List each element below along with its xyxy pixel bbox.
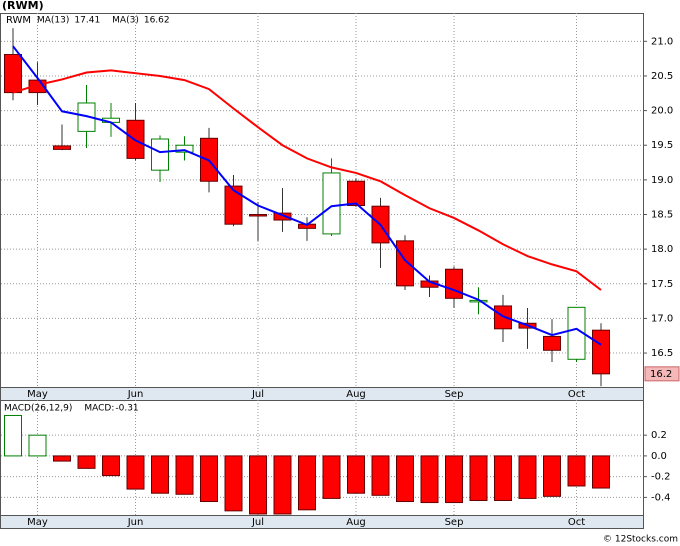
x-tick-label: May bbox=[27, 517, 48, 528]
candle-body bbox=[592, 329, 610, 375]
candle-body bbox=[347, 180, 365, 207]
legend-value: 16.62 bbox=[144, 16, 170, 26]
ma-line bbox=[12, 45, 602, 346]
candle-body bbox=[322, 172, 341, 235]
macd-bar bbox=[126, 455, 145, 490]
macd-bar bbox=[543, 455, 561, 497]
macd-bar bbox=[28, 434, 47, 457]
x-tick-label: May bbox=[27, 389, 48, 400]
price-panel bbox=[0, 13, 644, 388]
y-tick-label: 17.0 bbox=[651, 313, 673, 324]
candle-body bbox=[445, 268, 463, 299]
y-tick-label: 20.0 bbox=[651, 106, 673, 117]
y-tick-label: 18.5 bbox=[651, 210, 673, 221]
macd-bar bbox=[371, 455, 390, 496]
price-month-strip bbox=[0, 387, 644, 401]
x-tick-label: Jul bbox=[251, 517, 264, 528]
chart-title: (RWM) bbox=[2, 0, 44, 12]
macd-bar bbox=[53, 455, 71, 462]
watermark: © 12Stocks.com bbox=[603, 535, 678, 545]
macd-bar bbox=[200, 455, 218, 503]
macd-bar bbox=[4, 414, 22, 457]
macd-bar bbox=[102, 455, 120, 477]
y-tick-label: 19.0 bbox=[651, 175, 673, 186]
macd-bar bbox=[347, 455, 365, 494]
x-tick-label: Sep bbox=[445, 517, 464, 528]
legend-name: MA(13) bbox=[37, 16, 69, 26]
macd-bar bbox=[175, 455, 194, 495]
candle-body bbox=[224, 185, 243, 225]
ma-line bbox=[12, 69, 602, 291]
macd-bar bbox=[273, 455, 292, 515]
candle-body bbox=[77, 102, 96, 132]
x-tick-label: Jul bbox=[251, 389, 264, 400]
legend-symbol: RWM bbox=[6, 15, 31, 26]
x-tick-label: Aug bbox=[346, 389, 366, 400]
candle-body bbox=[175, 144, 194, 153]
macd-bar bbox=[518, 455, 537, 499]
legend-value: 17.41 bbox=[74, 16, 100, 26]
macd-bar bbox=[592, 455, 610, 489]
x-tick-label: Oct bbox=[568, 517, 585, 528]
macd-bar bbox=[322, 455, 341, 499]
candle-body bbox=[53, 145, 71, 150]
x-tick-label: Jun bbox=[127, 389, 144, 400]
candle-body bbox=[543, 335, 561, 351]
candle-body bbox=[396, 240, 414, 287]
y-tick-label: 16.5 bbox=[651, 348, 673, 359]
macd-bar bbox=[445, 455, 463, 504]
y-tick-label: 20.5 bbox=[651, 71, 673, 82]
last-price-label: 16.2 bbox=[650, 369, 672, 380]
candle-body bbox=[151, 138, 169, 171]
legend-name: MA(3) bbox=[112, 16, 139, 26]
x-tick-label: Sep bbox=[445, 389, 464, 400]
macd-bar bbox=[396, 455, 414, 503]
candle-body bbox=[273, 212, 292, 221]
macd-bar bbox=[567, 455, 586, 487]
y-tick-label: 0.2 bbox=[651, 430, 667, 441]
x-tick-label: Oct bbox=[568, 389, 585, 400]
macd-name: MACD: bbox=[84, 404, 114, 414]
y-tick-label: 18.0 bbox=[651, 244, 673, 255]
y-tick-label: 17.5 bbox=[651, 279, 673, 290]
y-tick-label: -0.2 bbox=[651, 472, 671, 483]
x-tick-label: Aug bbox=[346, 517, 366, 528]
macd-bar bbox=[224, 455, 243, 512]
x-tick-label: Jun bbox=[127, 517, 144, 528]
macd-bar bbox=[494, 455, 512, 501]
y-tick-label: 19.5 bbox=[651, 140, 673, 151]
macd-bar bbox=[420, 455, 439, 504]
macd-bar bbox=[469, 455, 488, 501]
candle-body bbox=[4, 53, 22, 94]
candle-body bbox=[249, 214, 267, 217]
macd-month-strip bbox=[0, 515, 644, 529]
macd-value: -0.31 bbox=[115, 404, 138, 414]
y-tick-label: -0.4 bbox=[651, 492, 671, 503]
macd-title: MACD(26,12,9) bbox=[4, 404, 72, 414]
macd-bar bbox=[249, 455, 267, 515]
macd-bar bbox=[151, 455, 169, 494]
macd-bar bbox=[77, 455, 96, 469]
y-tick-label: 0.0 bbox=[651, 451, 667, 462]
last-price-box bbox=[644, 366, 680, 382]
y-tick-label: 21.0 bbox=[651, 36, 673, 47]
macd-bar bbox=[298, 455, 316, 511]
